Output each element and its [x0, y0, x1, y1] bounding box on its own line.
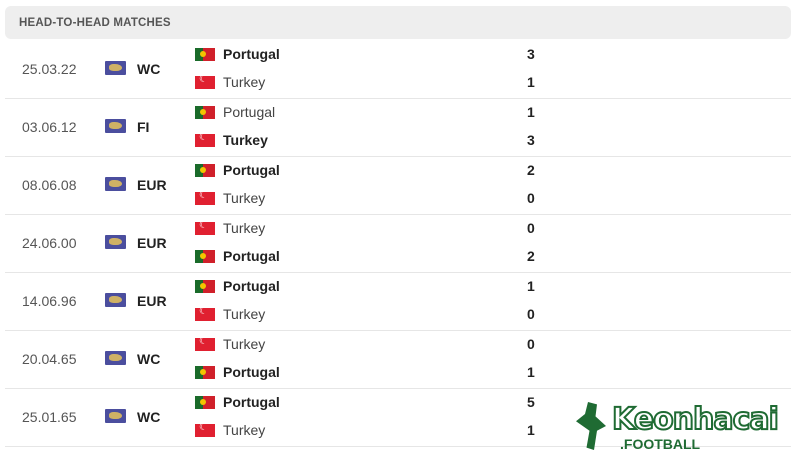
team-away: Turkey 1 — [195, 73, 555, 93]
team-home: Turkey 0 — [195, 219, 555, 239]
world-competition-icon — [105, 235, 126, 249]
competition-code: WC — [137, 351, 161, 367]
portugal-flag-icon — [195, 366, 215, 379]
team-name: Turkey — [223, 306, 266, 322]
team-name: Turkey — [223, 132, 268, 148]
turkey-flag-icon — [195, 422, 215, 437]
team-away: Turkey 1 — [195, 421, 555, 441]
match-row[interactable]: 14.06.96 EUR Portugal 1 Turkey 0 — [5, 272, 791, 331]
match-date: 03.06.12 — [22, 119, 77, 135]
team-score: 5 — [527, 394, 535, 410]
match-row[interactable]: 03.06.12 FI Portugal 1 Turkey 3 — [5, 98, 791, 157]
team-home: Portugal 1 — [195, 103, 555, 123]
team-home: Portugal 3 — [195, 45, 555, 65]
team-away: Turkey 0 — [195, 305, 555, 325]
team-away: Turkey 0 — [195, 189, 555, 209]
team-score: 1 — [527, 364, 535, 380]
team-name: Turkey — [223, 422, 266, 438]
match-row[interactable]: 20.04.65 WC Turkey 0 Portugal 1 — [5, 330, 791, 389]
logo-brand: Keonhacai — [611, 401, 780, 438]
team-score: 0 — [527, 190, 535, 206]
world-competition-icon — [105, 61, 126, 75]
world-competition-icon — [105, 409, 126, 423]
team-home: Turkey 0 — [195, 335, 555, 355]
portugal-flag-icon — [195, 164, 215, 177]
competition-code: EUR — [137, 293, 167, 309]
section-header: HEAD-TO-HEAD MATCHES — [5, 6, 791, 39]
team-away: Portugal 1 — [195, 363, 555, 383]
team-home: Portugal 2 — [195, 161, 555, 181]
turkey-flag-icon — [195, 220, 215, 235]
world-competition-icon — [105, 119, 126, 133]
match-date: 14.06.96 — [22, 293, 77, 309]
match-date: 25.01.65 — [22, 409, 77, 425]
team-score: 1 — [527, 422, 535, 438]
player-silhouette-icon — [576, 402, 606, 450]
match-row[interactable]: 08.06.08 EUR Portugal 2 Turkey 0 — [5, 156, 791, 215]
team-name: Portugal — [223, 248, 280, 264]
team-home: Portugal 5 — [195, 393, 555, 413]
team-away: Turkey 3 — [195, 131, 555, 151]
turkey-flag-icon — [195, 190, 215, 205]
team-score: 0 — [527, 220, 535, 236]
logo-sub: .FOOTBALL — [620, 436, 701, 452]
team-away: Portugal 2 — [195, 247, 555, 267]
team-score: 1 — [527, 104, 535, 120]
world-competition-icon — [105, 351, 126, 365]
team-name: Turkey — [223, 190, 266, 206]
portugal-flag-icon — [195, 280, 215, 293]
match-date: 08.06.08 — [22, 177, 77, 193]
world-competition-icon — [105, 177, 126, 191]
team-score: 0 — [527, 306, 535, 322]
match-row[interactable]: 25.03.22 WC Portugal 3 Turkey 1 — [5, 40, 791, 99]
match-date: 25.03.22 — [22, 61, 77, 77]
team-score: 1 — [527, 278, 535, 294]
team-score: 0 — [527, 336, 535, 352]
team-name: Portugal — [223, 394, 280, 410]
competition-code: EUR — [137, 235, 167, 251]
competition-code: EUR — [137, 177, 167, 193]
turkey-flag-icon — [195, 336, 215, 351]
team-home: Portugal 1 — [195, 277, 555, 297]
portugal-flag-icon — [195, 396, 215, 409]
team-name: Turkey — [223, 220, 266, 236]
competition-code: FI — [137, 119, 150, 135]
turkey-flag-icon — [195, 74, 215, 89]
match-date: 20.04.65 — [22, 351, 77, 367]
team-score: 2 — [527, 162, 535, 178]
team-score: 1 — [527, 74, 535, 90]
competition-code: WC — [137, 409, 161, 425]
portugal-flag-icon — [195, 106, 215, 119]
section-title: HEAD-TO-HEAD MATCHES — [19, 17, 171, 29]
world-competition-icon — [105, 293, 126, 307]
team-score: 2 — [527, 248, 535, 264]
team-score: 3 — [527, 46, 535, 62]
match-row[interactable]: 24.06.00 EUR Turkey 0 Portugal 2 — [5, 214, 791, 273]
team-score: 3 — [527, 132, 535, 148]
team-name: Portugal — [223, 278, 280, 294]
team-name: Portugal — [223, 104, 276, 120]
portugal-flag-icon — [195, 250, 215, 263]
competition-code: WC — [137, 61, 161, 77]
watermark-logo: Keonhacai .FOOTBALL — [572, 400, 792, 456]
match-row[interactable]: 25.01.65 WC Portugal 5 Turkey 1 — [5, 388, 791, 447]
team-name: Turkey — [223, 336, 266, 352]
match-date: 24.06.00 — [22, 235, 77, 251]
team-name: Portugal — [223, 364, 280, 380]
team-name: Portugal — [223, 162, 280, 178]
turkey-flag-icon — [195, 132, 215, 147]
team-name: Turkey — [223, 74, 266, 90]
portugal-flag-icon — [195, 48, 215, 61]
team-name: Portugal — [223, 46, 280, 62]
turkey-flag-icon — [195, 306, 215, 321]
